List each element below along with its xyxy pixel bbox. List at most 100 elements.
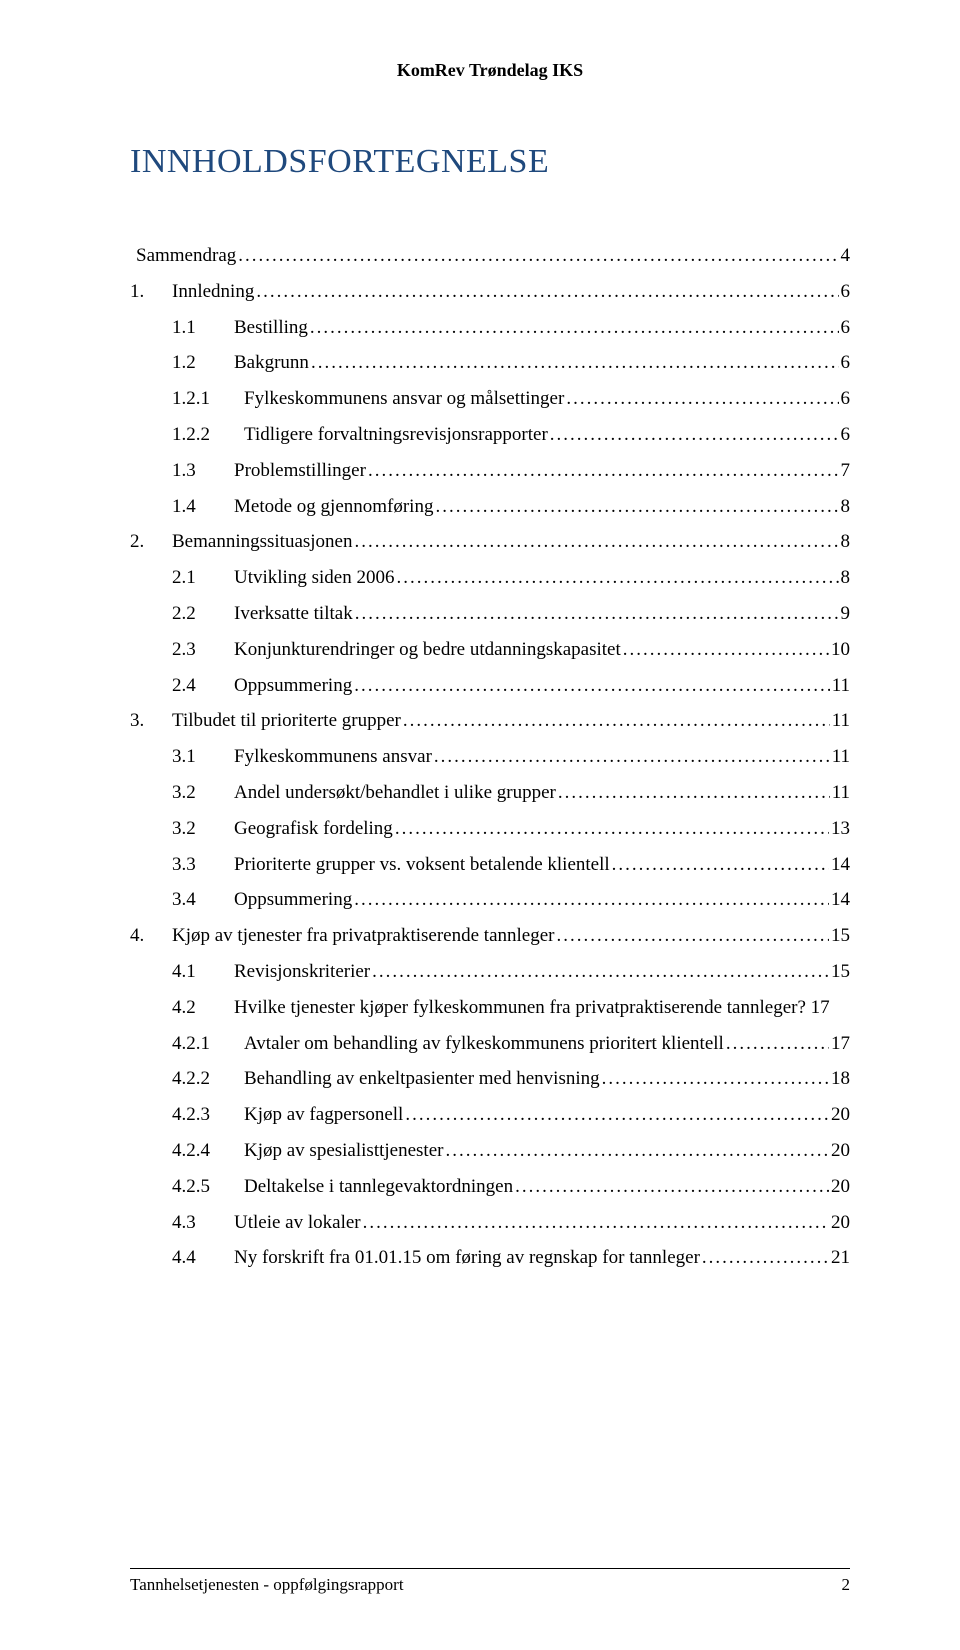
toc-number: 4.2.4 (172, 1140, 244, 1163)
toc-page: 7 (841, 460, 851, 483)
toc-number: 1.3 (172, 460, 234, 483)
toc-row: 2.4Oppsummering11 (130, 675, 850, 698)
toc-label: Sammendrag (136, 245, 236, 268)
toc-row: 4.2.5Deltakelse i tannlegevaktordningen2… (130, 1176, 850, 1199)
toc-row: 4.2Hvilke tjenester kjøper fylkeskommune… (130, 997, 850, 1020)
toc-label: Problemstillinger (234, 460, 366, 483)
toc-leader (363, 1212, 829, 1235)
toc-page: 9 (841, 603, 851, 626)
toc-leader (355, 603, 839, 626)
toc-label: Fylkeskommunens ansvar og målsettinger (244, 388, 564, 411)
toc-label: Iverksatte tiltak (234, 603, 353, 626)
toc-row: 1.1Bestilling6 (130, 317, 850, 340)
toc-number: 4.4 (172, 1247, 234, 1270)
toc-number: 3.1 (172, 746, 234, 769)
toc-row: 4.2.1Avtaler om behandling av fylkeskomm… (130, 1033, 850, 1056)
toc-label: Tidligere forvaltningsrevisjonsrapporter (244, 424, 548, 447)
toc-page: 4 (841, 245, 851, 268)
toc-leader (556, 925, 829, 948)
toc-leader (602, 1068, 829, 1091)
toc-number: 4.3 (172, 1212, 234, 1235)
toc-number: 2.2 (172, 603, 234, 626)
toc-number: 3. (130, 710, 172, 733)
toc-leader (354, 531, 838, 554)
toc-number: 1.2.1 (172, 388, 244, 411)
toc-row: 4.2.3Kjøp av fagpersonell20 (130, 1104, 850, 1127)
page-footer: Tannhelsetjenesten - oppfølgingsrapport … (130, 1568, 850, 1595)
toc-label: Fylkeskommunens ansvar (234, 746, 432, 769)
toc-row: Sammendrag 4 (130, 245, 850, 268)
toc-leader (558, 782, 830, 805)
toc-page: 21 (831, 1247, 850, 1270)
toc-label: Prioriterte grupper vs. voksent betalend… (234, 854, 610, 877)
toc-page: 20 (831, 1212, 850, 1235)
toc-number: 1.4 (172, 496, 234, 519)
toc-page: 15 (831, 925, 850, 948)
toc-leader (434, 746, 830, 769)
toc-label: Ny forskrift fra 01.01.15 om føring av r… (234, 1247, 700, 1270)
toc-page: 11 (832, 782, 850, 805)
toc-page: 8 (841, 567, 851, 590)
toc-number: 2. (130, 531, 172, 554)
toc-label: Konjunkturendringer og bedre utdanningsk… (234, 639, 621, 662)
toc-page: 6 (841, 388, 851, 411)
toc-leader (354, 675, 829, 698)
toc-row: 4.3Utleie av lokaler20 (130, 1212, 850, 1235)
toc-page: 14 (831, 889, 850, 912)
toc-row: 4.1Revisjonskriterier15 (130, 961, 850, 984)
page-title: INNHOLDSFORTEGNELSE (130, 143, 850, 181)
toc-row: 2.1Utvikling siden 20068 (130, 567, 850, 590)
toc-row: 1.2Bakgrunn6 (130, 352, 850, 375)
toc-number: 3.3 (172, 854, 234, 877)
toc-leader (256, 281, 838, 304)
toc-leader (445, 1140, 829, 1163)
toc-leader (566, 388, 838, 411)
toc-label: Tilbudet til prioriterte grupper (172, 710, 401, 733)
toc-page: 6 (841, 317, 851, 340)
toc-label: Andel undersøkt/behandlet i ulike gruppe… (234, 782, 556, 805)
toc-number: 3.4 (172, 889, 234, 912)
toc-page: 20 (831, 1140, 850, 1163)
toc-label: Bemanningssituasjonen (172, 531, 352, 554)
toc-leader (311, 352, 839, 375)
toc-page: 8 (841, 496, 851, 519)
toc-leader (354, 889, 829, 912)
toc-label: Kjøp av tjenester fra privatpraktiserend… (172, 925, 554, 948)
footer-left: Tannhelsetjenesten - oppfølgingsrapport (130, 1575, 404, 1595)
toc-row: 2.3Konjunkturendringer og bedre utdannin… (130, 639, 850, 662)
toc-row: 3.3Prioriterte grupper vs. voksent betal… (130, 854, 850, 877)
toc-number: 4.2 (172, 997, 234, 1020)
toc-label: Metode og gjennomføring (234, 496, 433, 519)
toc-leader (310, 317, 839, 340)
toc-row: 1.3Problemstillinger 7 (130, 460, 850, 483)
toc-label: Geografisk fordeling (234, 818, 393, 841)
toc-number: 4.2.5 (172, 1176, 244, 1199)
toc-label: Bakgrunn (234, 352, 309, 375)
toc-row: 4.4Ny forskrift fra 01.01.15 om føring a… (130, 1247, 850, 1270)
toc-leader (702, 1247, 829, 1270)
toc-page: 13 (831, 818, 850, 841)
toc-page: 18 (831, 1068, 850, 1091)
toc-number: 1.1 (172, 317, 234, 340)
toc-leader (726, 1033, 829, 1056)
toc-number: 3.2 (172, 818, 234, 841)
toc-row: 1.2.1Fylkeskommunens ansvar og målsettin… (130, 388, 850, 411)
footer-page-number: 2 (842, 1575, 851, 1595)
toc-label: Utvikling siden 2006 (234, 567, 394, 590)
page-header: KomRev Trøndelag IKS (130, 60, 850, 81)
toc-leader (623, 639, 829, 662)
toc-number: 1. (130, 281, 172, 304)
toc-leader (515, 1176, 829, 1199)
toc-page: 11 (832, 746, 850, 769)
toc-row: 4.Kjøp av tjenester fra privatpraktisere… (130, 925, 850, 948)
toc-page: 10 (831, 639, 850, 662)
toc-page: 15 (831, 961, 850, 984)
toc-leader (612, 854, 829, 877)
toc-leader (396, 567, 838, 590)
toc-row: 4.2.2Behandling av enkeltpasienter med h… (130, 1068, 850, 1091)
toc-label: Avtaler om behandling av fylkeskommunens… (244, 1033, 724, 1056)
toc-leader (372, 961, 829, 984)
toc-leader (550, 424, 839, 447)
toc-row: 3.2Geografisk fordeling 13 (130, 818, 850, 841)
table-of-contents: Sammendrag41.Innledning61.1Bestilling61.… (130, 245, 850, 1270)
